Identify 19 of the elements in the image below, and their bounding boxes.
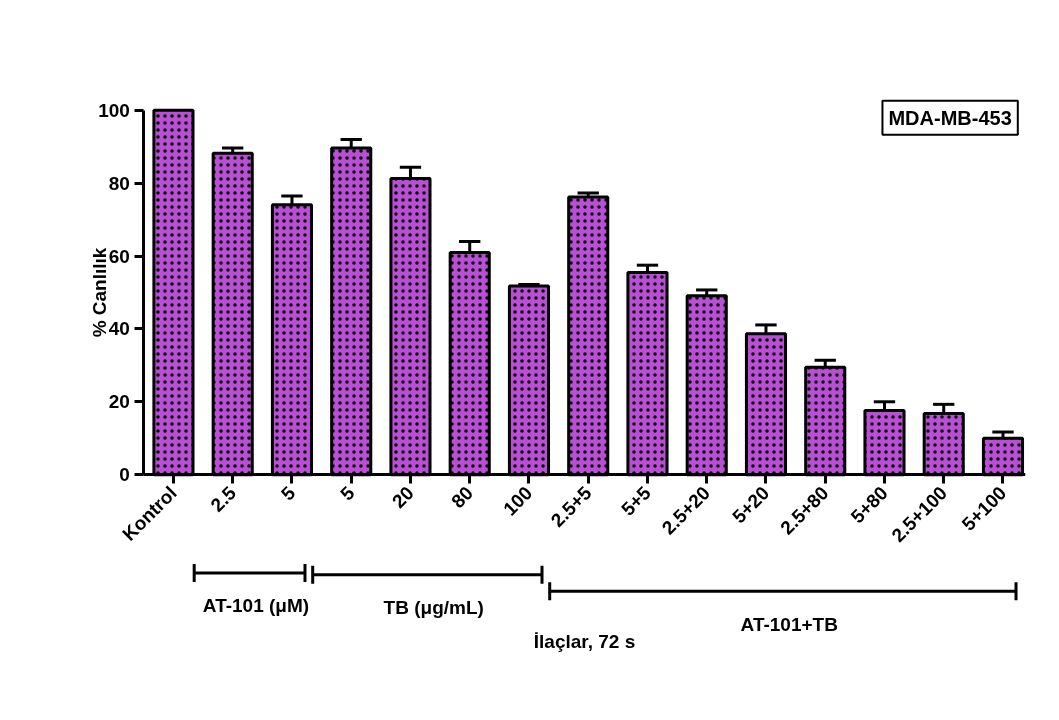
x-axis-title: İlaçlar, 72 s — [533, 631, 636, 653]
chart-title: MDA-MB-453 — [888, 106, 1012, 129]
x-tick-label: 5 — [336, 481, 359, 505]
y-tick-label: 60 — [108, 245, 130, 267]
x-tick-label: 80 — [447, 482, 478, 513]
x-tick-label: 2.5 — [206, 481, 241, 516]
y-tick-label: 0 — [119, 464, 130, 486]
x-tick-label: 5+5 — [617, 481, 656, 520]
y-tick-label: 80 — [108, 172, 130, 194]
x-tick-label: 5 — [277, 481, 300, 505]
x-tick-label: 20 — [388, 482, 418, 513]
text: TB (μg/mL) — [383, 597, 484, 619]
y-tick-label: 40 — [108, 318, 130, 340]
y-tick-label: 20 — [108, 391, 130, 413]
y-tick-label: 100 — [98, 99, 130, 121]
x-tick-label: 100 — [499, 482, 537, 520]
text: AT-101 (μM) — [202, 595, 310, 617]
y-axis-title: % Canlılık — [88, 247, 110, 338]
text: AT-101+TB — [740, 613, 838, 635]
